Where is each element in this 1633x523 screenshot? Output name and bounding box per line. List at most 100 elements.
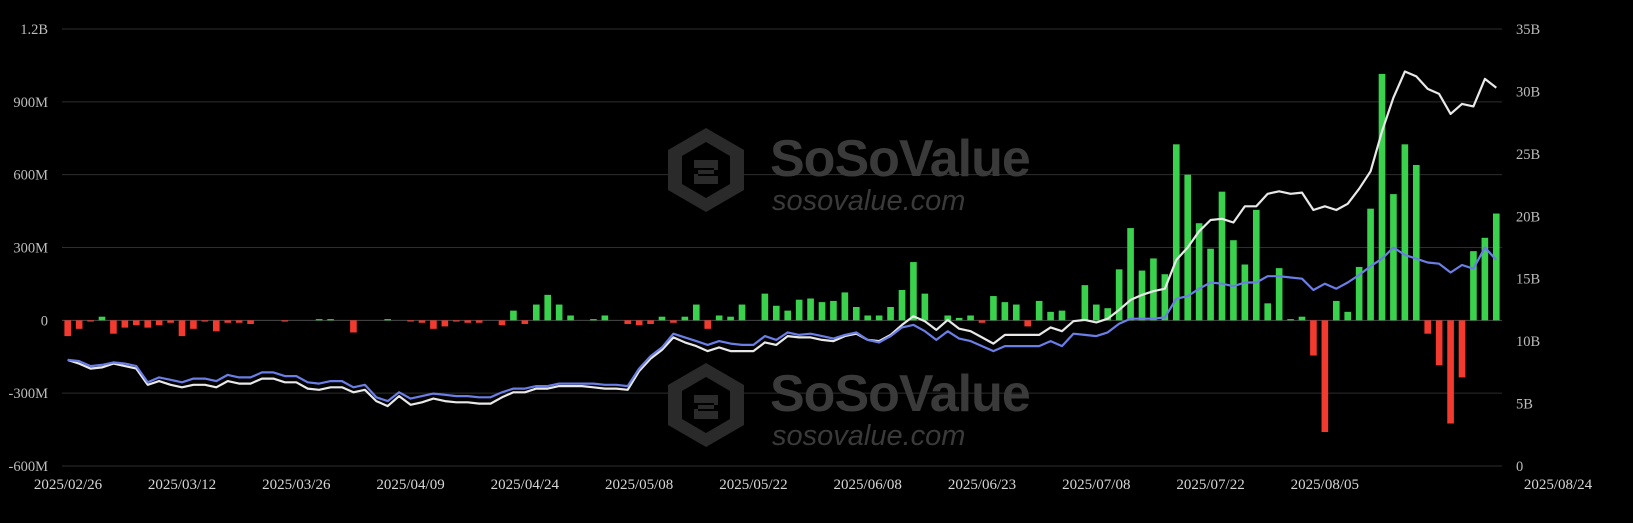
outflow-bar xyxy=(235,320,243,323)
x-tick-label: 2025/04/24 xyxy=(491,477,560,493)
sosovalue-logo-icon xyxy=(668,128,744,212)
inflow-bar xyxy=(1355,266,1363,321)
outflow-bar xyxy=(418,320,426,323)
x-axis: 2025/02/26 2025/03/12 2025/03/26 2025/04/09… xyxy=(34,477,1593,493)
right-tick-label: 15B xyxy=(1516,272,1540,288)
outflow-bar xyxy=(452,320,460,322)
outflow-bar xyxy=(1447,320,1454,424)
inflow-bar xyxy=(921,293,929,321)
inflow-bar xyxy=(1367,208,1374,321)
inflow-bar xyxy=(727,316,734,321)
inflow-bar xyxy=(1390,194,1397,321)
right-tick-label: 0 xyxy=(1516,459,1523,475)
outflow-bar xyxy=(132,320,140,326)
inflow-bar xyxy=(1481,237,1489,321)
inflow-bar xyxy=(1378,73,1386,321)
outflow-bar xyxy=(121,320,129,328)
x-tick-label: 2025/05/08 xyxy=(605,477,673,493)
inflow-bar xyxy=(818,302,826,321)
x-tick-label: 2025/05/22 xyxy=(719,477,787,493)
outflow-bar xyxy=(212,320,220,332)
x-tick-label: 2025/03/26 xyxy=(262,477,331,493)
inflow-bar xyxy=(795,299,803,321)
inflow-bar xyxy=(1001,302,1009,321)
outflow-bar xyxy=(1024,320,1032,327)
outflow-bar xyxy=(64,320,72,337)
x-tick-label: 2025/02/26 xyxy=(34,477,103,493)
inflow-bar xyxy=(898,289,906,321)
inflow-bar xyxy=(1230,240,1237,321)
left-tick-label: 300M xyxy=(13,241,48,257)
outflow-bar xyxy=(350,320,357,333)
inflow-bar xyxy=(944,315,952,321)
inflow-bar xyxy=(715,315,723,321)
outflow-bar xyxy=(155,320,163,326)
inflow-bar xyxy=(967,315,974,321)
x-tick-label: 2025/08/24 xyxy=(1524,477,1593,493)
inflow-bar xyxy=(327,319,334,321)
right-tick-label: 35B xyxy=(1516,22,1540,38)
watermark-bottom: SoSoValue sosovalue.com xyxy=(668,363,1031,452)
inflow-bar xyxy=(98,316,106,321)
inflow-bar xyxy=(1012,304,1020,321)
inflow-bar xyxy=(510,310,517,321)
inflow-bar xyxy=(1275,268,1283,321)
x-tick-label: 2025/06/23 xyxy=(948,477,1016,493)
right-tick-label: 30B xyxy=(1516,84,1540,100)
inflow-bar xyxy=(1035,300,1043,321)
outflow-bar xyxy=(464,320,472,323)
cumulative-inflow-line xyxy=(67,246,1498,403)
bar-series xyxy=(64,73,1500,433)
inflow-bar xyxy=(1047,311,1054,321)
inflow-bar xyxy=(681,316,689,321)
inflow-bar xyxy=(1127,228,1134,321)
inflow-bar xyxy=(692,304,700,321)
inflow-bar xyxy=(658,316,666,321)
right-axis: 35B 30B 25B 20B 15B 10B 5B 0 xyxy=(1516,22,1540,475)
inflow-bar xyxy=(567,315,574,321)
inflow-bar xyxy=(1104,308,1112,321)
inflow-bar xyxy=(1195,223,1203,321)
outflow-bar xyxy=(624,320,632,324)
inflow-bar xyxy=(315,319,323,321)
left-tick-label: 600M xyxy=(13,168,48,184)
outflow-bar xyxy=(1310,320,1317,356)
outflow-bar xyxy=(87,320,94,322)
x-tick-label: 2025/08/05 xyxy=(1291,477,1359,493)
inflow-bar xyxy=(1081,285,1089,321)
inflow-bar xyxy=(830,300,837,321)
outflow-bar xyxy=(407,320,414,322)
inflow-bar xyxy=(875,315,883,321)
outflow-bar xyxy=(704,320,712,329)
inflow-bar xyxy=(1332,300,1340,321)
right-tick-label: 20B xyxy=(1516,209,1540,225)
x-tick-label: 2025/06/08 xyxy=(834,477,902,493)
inflow-bar xyxy=(1470,251,1477,321)
left-tick-label: 0 xyxy=(41,313,48,329)
sosovalue-logo-icon xyxy=(668,363,744,447)
left-tick-label: -600M xyxy=(9,459,49,475)
outflow-bar xyxy=(978,320,986,323)
inflow-bar xyxy=(1241,264,1249,321)
inflow-bar xyxy=(1344,311,1352,321)
outflow-bar xyxy=(201,320,209,322)
right-tick-label: 25B xyxy=(1516,147,1540,163)
inflow-bar xyxy=(1264,303,1272,321)
watermark-brand: SoSoValue xyxy=(770,130,1030,188)
outflow-bar xyxy=(224,320,232,323)
outflow-bar xyxy=(247,320,254,324)
inflow-bar xyxy=(1058,310,1066,321)
outflow-bar xyxy=(670,320,677,323)
right-tick-label: 5B xyxy=(1516,397,1533,413)
outflow-bar xyxy=(1321,320,1329,433)
inflow-bar xyxy=(1115,269,1123,321)
inflow-bar xyxy=(532,304,540,321)
inflow-bar xyxy=(738,304,746,321)
watermark-url: sosovalue.com xyxy=(772,420,965,452)
inflow-bar xyxy=(1401,144,1409,321)
watermark-brand: SoSoValue xyxy=(770,365,1030,423)
x-tick-label: 2025/07/08 xyxy=(1062,477,1130,493)
inflow-bar xyxy=(1492,213,1500,321)
left-tick-label: -300M xyxy=(9,386,49,402)
inflow-bar xyxy=(887,306,894,321)
